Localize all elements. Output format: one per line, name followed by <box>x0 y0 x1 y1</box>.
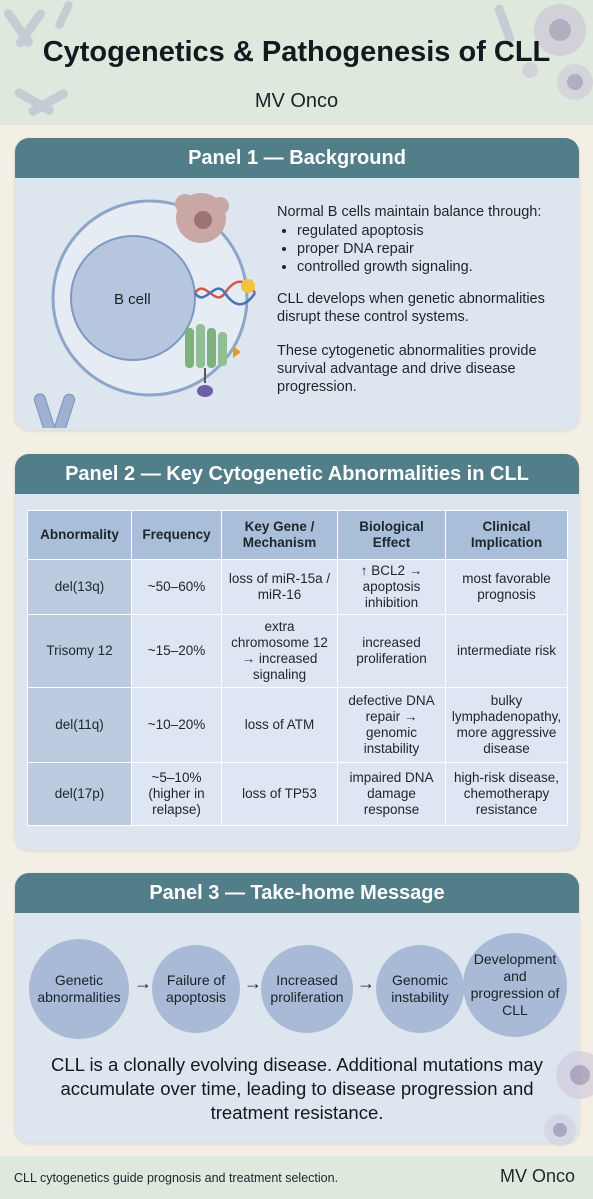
panel-background: Panel 1 — Background B cell <box>15 138 579 430</box>
column-header: Biological Effect <box>337 510 446 560</box>
footer: CLL cytogenetics guide prognosis and tre… <box>0 1156 593 1199</box>
paragraph-1: CLL develops when genetic abnormalities … <box>277 291 545 325</box>
cell-implication: intermediate risk <box>445 614 568 688</box>
table-row: del(11q) ~10–20% loss of ATM defective D… <box>27 687 568 763</box>
column-header: Key Gene / Mechanism <box>221 510 338 560</box>
takehome-message: CLL is a clonally evolving disease. Addi… <box>51 1054 543 1123</box>
panel-heading: Panel 1 — Background <box>15 138 579 178</box>
panel-takehome: Panel 3 — Take-home Message Genetic abno… <box>15 873 579 1143</box>
panel-heading: Panel 3 — Take-home Message <box>15 873 579 913</box>
column-header: Abnormality <box>27 510 132 560</box>
cell-implication: most favorable prognosis <box>445 559 568 615</box>
pathogenesis-flow: Genetic abnormalities → Failure of apopt… <box>15 925 579 1045</box>
flow-step: Genetic abnormalities <box>29 939 129 1039</box>
cell-abnormality: Trisomy 12 <box>27 614 132 688</box>
cell-frequency: ~10–20% <box>131 687 222 763</box>
panel-abnormalities: Panel 2 — Key Cytogenetic Abnormalities … <box>15 454 579 850</box>
cell-frequency: ~15–20% <box>131 614 222 688</box>
cell-mechanism: extra chromosome 12 → increased signalin… <box>221 614 338 688</box>
cell-label: B cell <box>114 291 151 308</box>
intro-text: Normal B cells maintain balance through: <box>277 204 542 220</box>
panel-heading: Panel 2 — Key Cytogenetic Abnormalities … <box>15 454 579 494</box>
footer-note: CLL cytogenetics guide prognosis and tre… <box>14 1171 339 1185</box>
list-item: controlled growth signaling. <box>297 258 567 276</box>
cell-effect: defective DNA repair → genomic instabili… <box>337 687 446 763</box>
table-header-row: Abnormality Frequency Key Gene / Mechani… <box>27 510 568 560</box>
chromosome-icon <box>3 1 593 116</box>
paragraph-2: These cytogenetic abnormalities provide … <box>277 343 537 395</box>
bullet-list: regulated apoptosis proper DNA repair co… <box>277 222 567 276</box>
flow-step: Failure of apoptosis <box>152 945 240 1033</box>
cell-mechanism: loss of ATM <box>221 687 338 763</box>
table-row: del(13q) ~50–60% loss of miR-15a / miR-1… <box>27 559 568 615</box>
cell-implication: bulky lymphadenopathy, more aggressive d… <box>445 687 568 763</box>
flow-step: Development and progression of CLL <box>463 933 567 1037</box>
column-header: Clinical Implication <box>445 510 568 560</box>
header-band: Cytogenetics & Pathogenesis of CLL MV On… <box>0 0 593 125</box>
cell-effect: impaired DNA damage response <box>337 762 446 826</box>
cell-frequency: ~50–60% <box>131 559 222 615</box>
cell-abnormality: del(13q) <box>27 559 132 615</box>
footer-brand: MV Onco <box>499 1166 575 1186</box>
blob-icon <box>175 193 229 243</box>
column-header: Frequency <box>131 510 222 560</box>
page-subtitle: MV Onco <box>254 90 339 112</box>
receptor-icon <box>185 324 241 397</box>
cell-mechanism: loss of TP53 <box>221 762 338 826</box>
cell-frequency: ~5–10% (higher in relapse) <box>131 762 222 826</box>
table-row: Trisomy 12 ~15–20% extra chromosome 12 →… <box>27 614 568 688</box>
cell-mechanism: loss of miR-15a / miR-16 <box>221 559 338 615</box>
cell-implication: high-risk disease, chemotherapy resistan… <box>445 762 568 826</box>
cell-effect: increased proliferation <box>337 614 446 688</box>
background-text: Normal B cells maintain balance through:… <box>277 203 567 412</box>
abnormality-table: Abnormality Frequency Key Gene / Mechani… <box>27 510 568 826</box>
arrow-right-icon: → <box>134 973 152 993</box>
chromosome-icon <box>33 393 76 428</box>
cell-abnormality: del(11q) <box>27 687 132 763</box>
arrow-right-icon: → <box>357 973 375 993</box>
list-item: proper DNA repair <box>297 240 567 258</box>
arrow-right-icon: → <box>244 973 262 993</box>
flow-step: Genomic instability <box>376 945 464 1033</box>
cell-icon: B cell <box>33 193 257 428</box>
dna-helix-icon <box>193 279 257 306</box>
cell-icon <box>544 1051 593 1146</box>
table-row: del(17p) ~5–10% (higher in relapse) loss… <box>27 762 568 826</box>
page-title: Cytogenetics & Pathogenesis of CLL <box>42 36 551 68</box>
cell-abnormality: del(17p) <box>27 762 132 826</box>
cell-effect: ↑ BCL2 → apoptosis inhibition <box>337 559 446 615</box>
flow-step: Increased proliferation <box>261 945 353 1033</box>
list-item: regulated apoptosis <box>297 222 567 240</box>
